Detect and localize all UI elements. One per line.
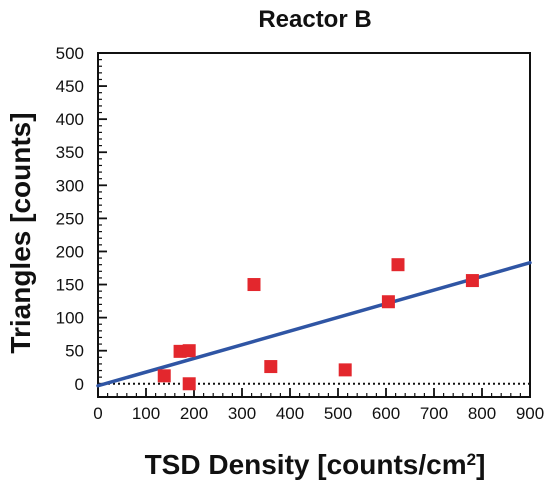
- y-tick-label: 50: [65, 342, 84, 361]
- y-tick-label: 350: [56, 143, 84, 162]
- x-tick-label: 100: [132, 404, 160, 423]
- x-axis-label-suffix: ]: [476, 449, 485, 480]
- y-tick-label: 100: [56, 309, 84, 328]
- data-point-4: [182, 377, 196, 391]
- y-tick-label: 250: [56, 209, 84, 228]
- data-point-9: [391, 258, 405, 272]
- x-tick-label: 900: [516, 404, 544, 423]
- x-tick-label: 300: [228, 404, 256, 423]
- x-axis-label: TSD Density [counts/cm2]: [145, 449, 486, 480]
- x-tick-label: 700: [420, 404, 448, 423]
- axes-layer: [97, 52, 531, 398]
- data-point-3: [182, 344, 196, 358]
- chart-title: Reactor B: [258, 6, 371, 33]
- y-tick-label: 0: [75, 375, 84, 394]
- x-tick-label: 0: [93, 404, 102, 423]
- y-tick-label: 300: [56, 176, 84, 195]
- data-point-10: [465, 274, 479, 288]
- points-layer: [157, 258, 479, 391]
- plot-frame: [97, 52, 531, 398]
- y-axis-label: Triangles [counts]: [5, 112, 36, 353]
- x-tick-label: 600: [372, 404, 400, 423]
- linear-fit-line: [96, 260, 532, 388]
- y-tick-label: 150: [56, 276, 84, 295]
- x-tick-label: 800: [468, 404, 496, 423]
- x-tick-label: 200: [180, 404, 208, 423]
- data-point-1: [157, 369, 171, 383]
- x-axis-label-superscript: 2: [467, 450, 476, 469]
- x-axis-label-main: TSD Density [counts/cm: [145, 449, 467, 480]
- x-tick-label: 400: [276, 404, 304, 423]
- data-point-5: [247, 278, 261, 292]
- lines-layer: [96, 260, 532, 388]
- ticks-layer: 0 100 200 300 400 500 600 700 800 900 0 50 100 150 200…: [56, 44, 545, 423]
- data-point-7: [338, 363, 352, 377]
- data-point-6: [264, 360, 278, 374]
- data-point-8: [381, 295, 395, 309]
- y-tick-label: 200: [56, 242, 84, 261]
- y-tick-label: 500: [56, 44, 84, 63]
- x-tick-label: 500: [324, 404, 352, 423]
- y-tick-label: 400: [56, 110, 84, 129]
- y-tick-label: 450: [56, 77, 84, 96]
